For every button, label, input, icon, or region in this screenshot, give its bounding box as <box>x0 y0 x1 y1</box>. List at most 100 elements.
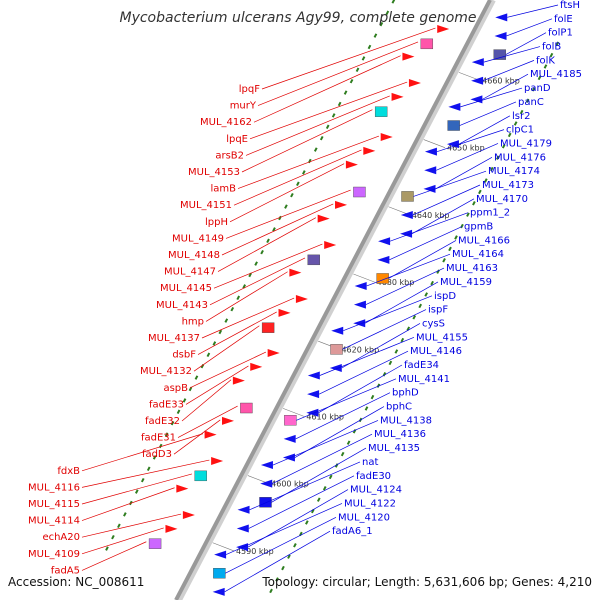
tick-mark <box>385 10 390 16</box>
tick-mark <box>305 520 309 525</box>
tick-mark <box>278 215 282 221</box>
scale-label: 4660 kbp <box>482 77 520 86</box>
gene-arrow-reverse <box>471 76 484 85</box>
reverse-leader <box>413 170 487 197</box>
reverse-gene-label: MUL_4159 <box>440 277 492 288</box>
forward-gene-label: echA20 <box>42 532 80 543</box>
forward-leader <box>173 419 221 455</box>
gene-arrow-forward <box>211 457 224 466</box>
forward-gene-label: fadE31 <box>141 433 176 444</box>
forward-gene-label: fadD3 <box>142 449 172 460</box>
gene-arrow-reverse <box>306 408 319 417</box>
backbone-shadow <box>176 0 496 600</box>
gene-block <box>307 254 320 266</box>
tick-mark <box>406 326 411 331</box>
gene-arrow-reverse <box>283 434 296 443</box>
reverse-leader <box>459 101 517 126</box>
forward-leader <box>81 487 175 521</box>
forward-leader <box>237 135 380 189</box>
tick-mark <box>549 52 554 58</box>
scale-tick <box>282 408 305 417</box>
forward-leader <box>81 513 182 538</box>
scale-label: 4650 kbp <box>447 144 485 153</box>
tick-mark <box>364 406 369 411</box>
gene-arrow-reverse <box>400 229 413 238</box>
tick-mark <box>182 398 187 403</box>
forward-gene-label: MUL_4132 <box>140 366 192 377</box>
tick-mark <box>212 341 217 346</box>
reverse-gene-label: MUL_4138 <box>380 415 432 426</box>
reverse-leader <box>318 350 409 395</box>
reverse-leader <box>365 267 445 305</box>
tick-mark <box>134 489 139 494</box>
gene-arrow-reverse <box>212 587 225 596</box>
gene-block <box>420 38 434 50</box>
label-layer: lpqF murY MUL_4162 lpqE arsB2 MUL_4153 lamB MUL… <box>28 0 582 576</box>
tick-mark <box>442 258 446 263</box>
reverse-leader <box>436 143 499 171</box>
reverse-gene-label: panD <box>524 83 551 94</box>
gene-arrow-forward <box>204 430 217 439</box>
gene-arrow-reverse <box>237 505 250 514</box>
reverse-gene-label: MUL_4120 <box>338 512 390 523</box>
tick-mark <box>272 227 276 232</box>
tick-mark <box>501 144 506 149</box>
tick-mark <box>230 306 235 312</box>
reverse-gene-label: cysS <box>422 318 445 329</box>
tick-mark <box>466 212 470 217</box>
scale-label: 4640 kbp <box>412 211 450 220</box>
tick-mark <box>543 64 548 69</box>
tick-mark <box>495 155 500 160</box>
gene-arrow-reverse <box>307 371 320 380</box>
reverse-gene-label: MUL_4179 <box>500 138 552 149</box>
gene-arrow-forward <box>324 241 337 250</box>
forward-leader <box>81 527 164 555</box>
gene-arrow-reverse <box>423 184 436 193</box>
reverse-leader <box>319 336 415 376</box>
forward-gene-label: MUL_4162 <box>200 117 252 128</box>
reverse-gene-label: MUL_4163 <box>446 263 498 274</box>
reverse-gene-label: MUL_4124 <box>350 485 402 496</box>
forward-leader <box>221 203 334 256</box>
gene-arrow-reverse <box>377 255 390 264</box>
forward-leader <box>201 297 295 339</box>
tick-mark <box>531 87 536 92</box>
tick-mark <box>373 33 378 38</box>
reverse-gene-label: fadE30 <box>356 471 391 482</box>
forward-leader <box>249 81 408 140</box>
tick-mark <box>146 466 151 472</box>
forward-gene-label: MUL_4115 <box>28 499 80 510</box>
forward-gene-label: aspB <box>163 383 188 394</box>
tick-mark <box>254 261 258 266</box>
reverse-gene-label: MUL_4176 <box>494 152 546 163</box>
reverse-leader <box>389 212 469 242</box>
gene-arrow-reverse <box>353 300 366 309</box>
forward-leader <box>189 351 267 389</box>
reverse-leader <box>388 240 457 279</box>
tick-mark <box>412 315 417 320</box>
gene-arrow-reverse <box>448 102 461 111</box>
forward-gene-label: MUL_4114 <box>28 516 80 527</box>
tick-mark <box>379 21 384 27</box>
reverse-gene-label: folK <box>536 55 555 66</box>
feature-layer <box>148 13 508 596</box>
tick-mark <box>376 383 381 388</box>
tick-mark <box>460 223 464 229</box>
gene-arrow-forward <box>391 92 404 101</box>
gene-arrow-reverse <box>378 237 391 246</box>
tick-mark <box>269 588 273 594</box>
gene-block <box>194 470 207 482</box>
gene-arrow-reverse <box>400 211 413 220</box>
reverse-gene-label: MUL_4135 <box>368 443 420 454</box>
tick-mark <box>284 204 288 209</box>
forward-gene-label: fadE33 <box>149 399 184 410</box>
tick-mark <box>111 534 115 540</box>
reverse-leader <box>225 516 337 574</box>
reverse-leader <box>507 4 559 18</box>
reverse-leader <box>411 198 475 234</box>
backbone-layer <box>174 0 496 600</box>
gene-arrow-forward <box>335 200 348 209</box>
reverse-leader <box>436 129 505 152</box>
forward-gene-label: lpqE <box>226 134 248 145</box>
forward-leader <box>245 95 390 156</box>
